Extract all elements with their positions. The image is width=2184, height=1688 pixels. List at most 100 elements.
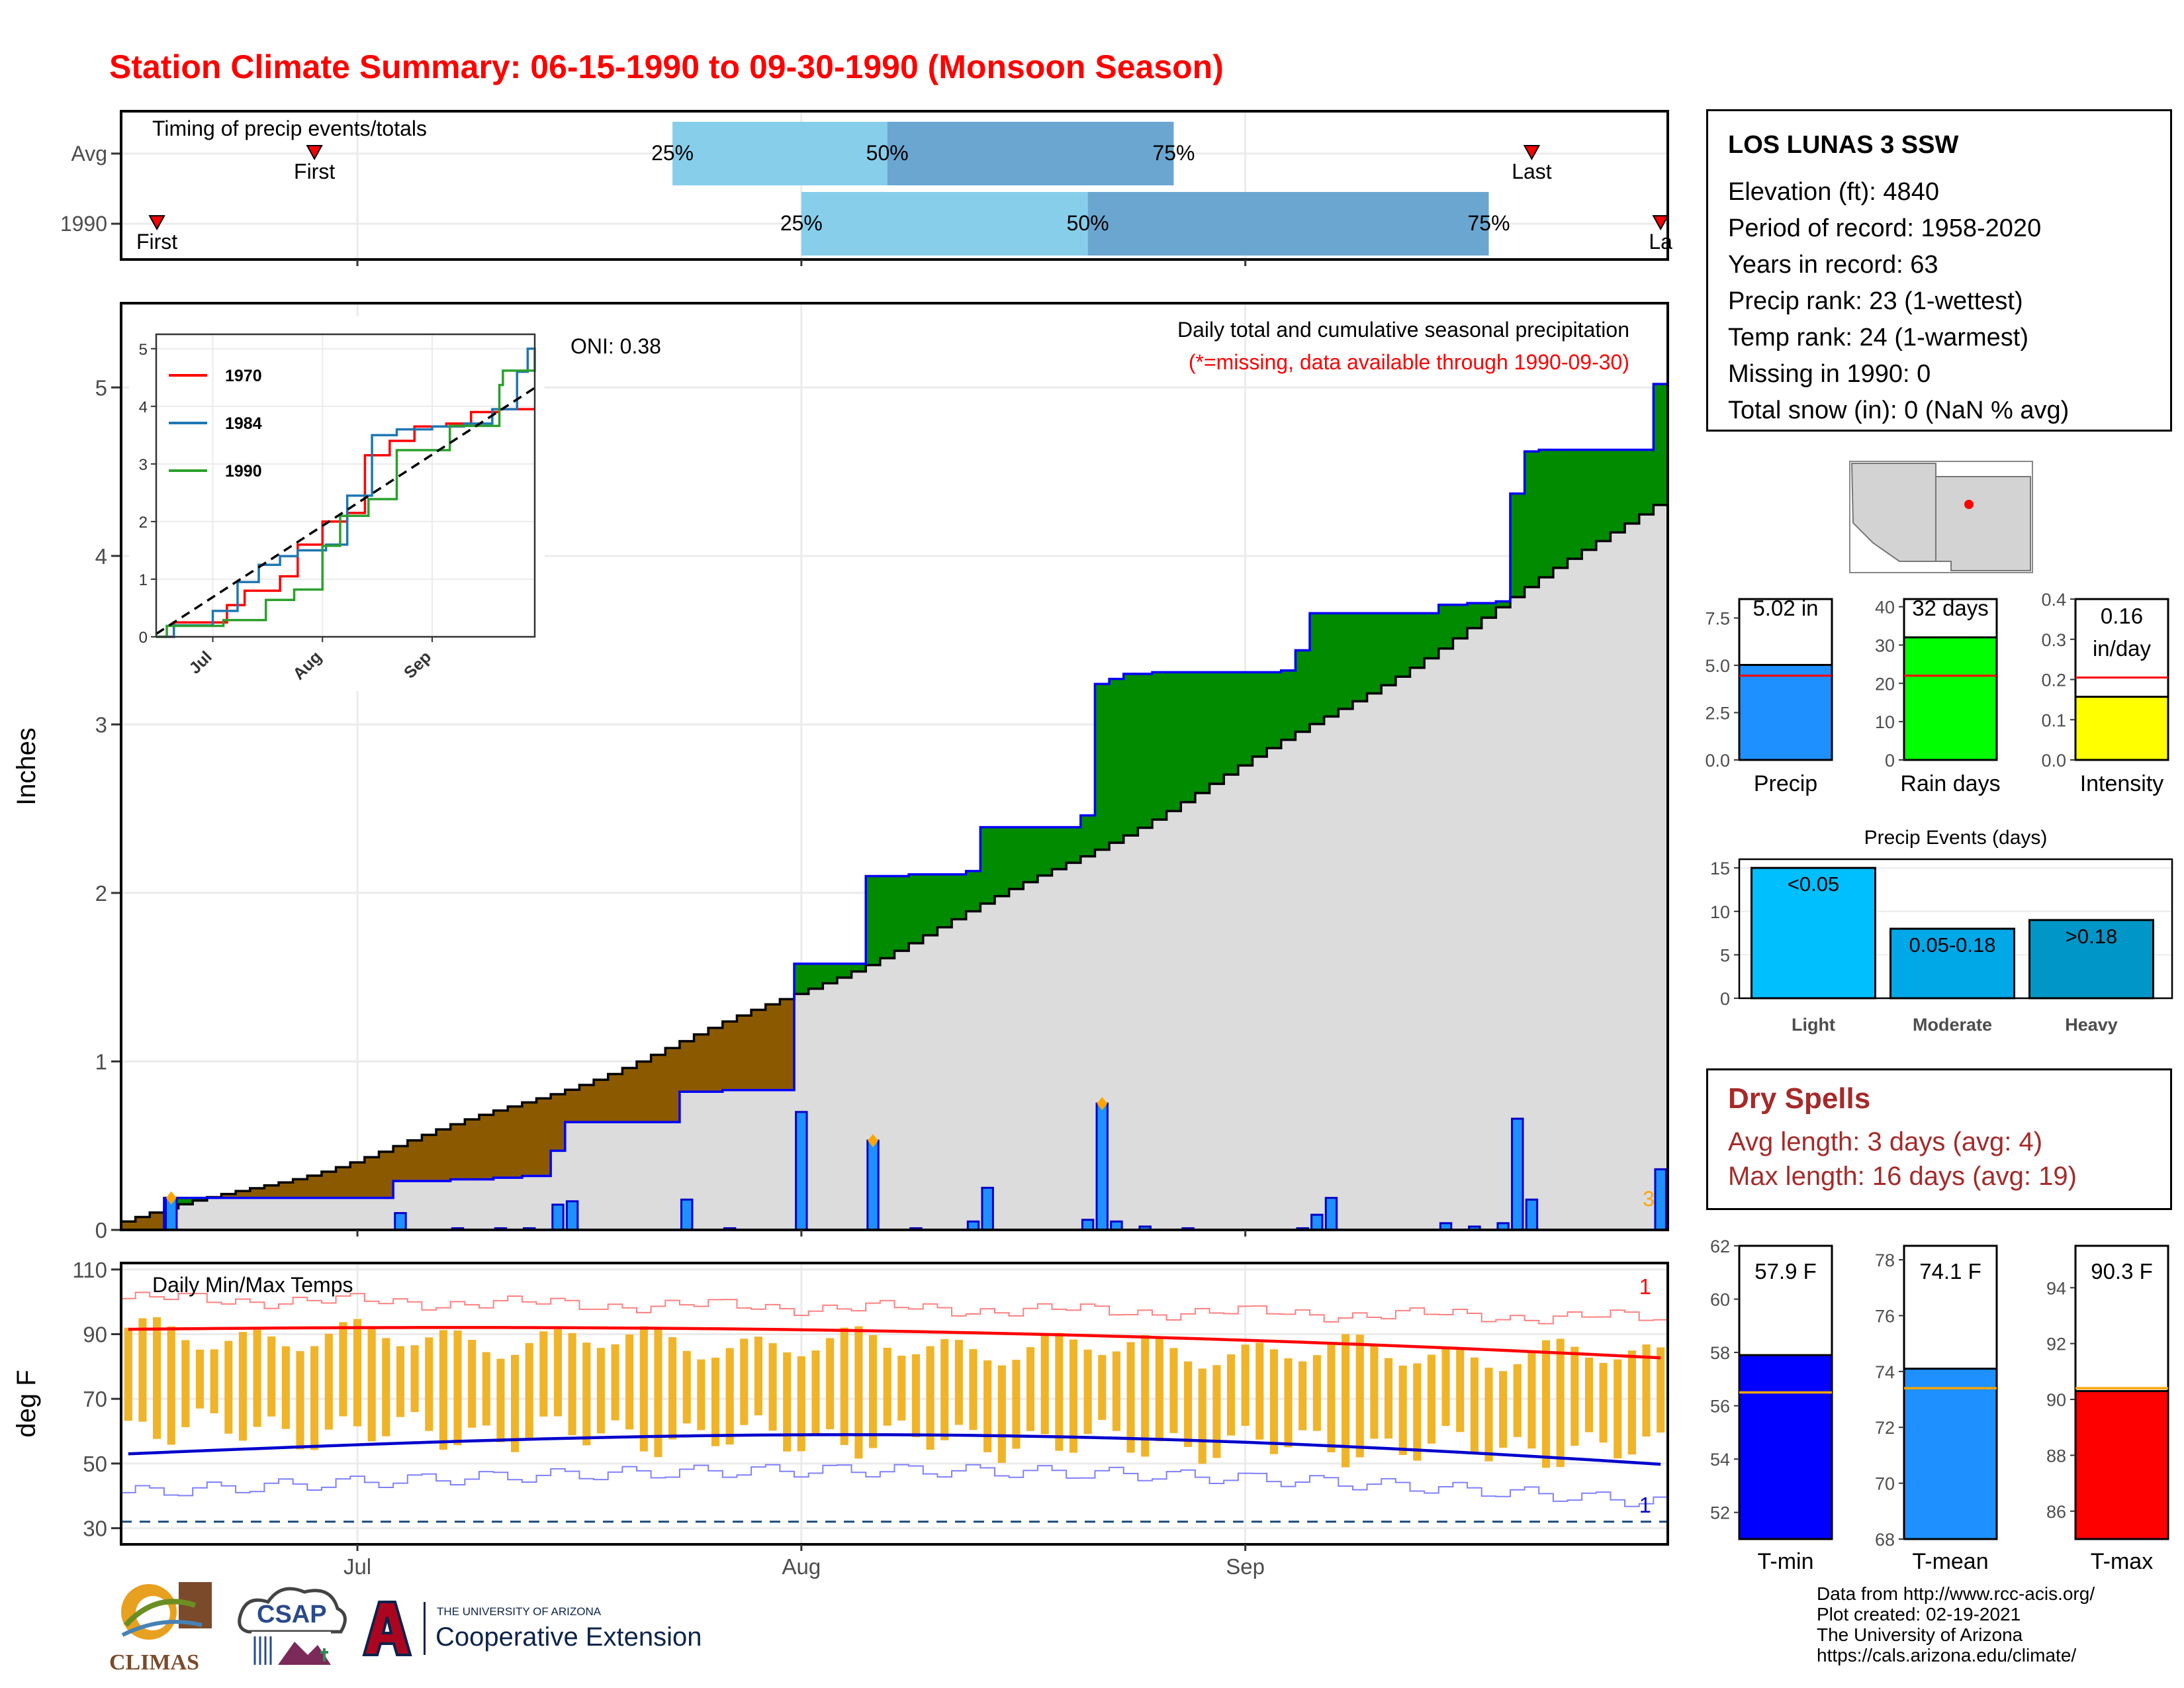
deficit-area [407,1140,423,1182]
temp-ytick-label: 90 [83,1322,107,1346]
precip-ytick-label: 5 [95,375,107,400]
inset-legend-label: 1984 [225,414,262,433]
daily-temp-bar [1126,1342,1135,1453]
station-elevation: Elevation (ft): 4840 [1728,178,1939,206]
temp-gauge-ytick-label: 72 [1875,1418,1895,1438]
daily-temp-bar [1069,1339,1078,1453]
daily-temp-bar [181,1340,190,1428]
cumulative-base-area [422,1181,437,1230]
events-panel-border [1738,858,2173,1000]
gauge-ytick-label: 30 [1875,635,1895,655]
daily-temp-bar [324,1333,333,1430]
station-name: LOS LUNAS 3 SSW [1728,131,1959,159]
daily-temp-bar [911,1354,921,1438]
temp-gauge-ytick-label: 58 [1710,1343,1730,1363]
x-axis-tick-label: Jul [343,1554,371,1579]
daily-temp-bar [596,1348,605,1434]
temp-gauge-ytick-label: 74 [1875,1362,1895,1382]
daily-temp-bar [1642,1344,1651,1437]
timing-pct-label: 25% [780,211,823,235]
surplus-area [851,963,866,972]
gauge-value-label: 32 days [1912,596,1989,620]
daily-temp-bar [238,1332,247,1441]
cumulative-base-area [722,1090,738,1230]
daily-precip-bar [680,1198,694,1231]
cumulative-base-area [1295,731,1310,1230]
deficit-area [393,1146,408,1182]
daily-temp-bar [410,1345,419,1413]
daily-temp-bar [511,1354,520,1452]
cumulative-base-area [1310,724,1325,1230]
daily-temp-bar [1599,1362,1608,1443]
daily-temp-bar [1298,1361,1307,1430]
gauge-ytick-label: 40 [1875,598,1895,618]
cumulative-base-area [937,927,952,1230]
daily-temp-bar [195,1349,205,1409]
daily-temp-bar [1614,1359,1622,1459]
daily-temp-bar [568,1333,576,1436]
cumulative-base-area [923,935,938,1230]
cumulative-base-area [1395,677,1411,1230]
record-high-line [121,1291,1668,1325]
temp-gauge-ytick-label: 56 [1710,1397,1730,1417]
events-category-label: Moderate [1913,1015,1992,1035]
cumulative-base-area [1467,628,1482,1230]
daily-temp-bar [1083,1349,1092,1434]
gauge-ytick-label: 0.2 [2041,671,2066,690]
precip-ytick-label: 1 [95,1049,107,1074]
surplus-area [1267,672,1282,749]
gauge-bar [1903,636,1998,761]
cumulative-base-area [608,1122,623,1230]
daily-temp-bar [296,1351,304,1450]
cumulative-base-area [780,1090,795,1230]
temp-gauge-ytick-label: 68 [1875,1530,1895,1550]
deficit-area [637,1061,652,1123]
max-precip-marker [1097,1097,1108,1111]
surplus-area [193,1197,208,1201]
cumulative-base-area [1138,827,1153,1230]
cumulative-base-area [837,977,852,1230]
cumulative-base-area [1553,567,1569,1230]
daily-temp-bar [1284,1358,1293,1448]
deficit-area [150,1212,165,1230]
timing-bar-50-75 [887,122,1174,185]
deficit-area [307,1175,322,1198]
precip-ytick-label: 4 [95,544,107,569]
record-high-count: 1 [1639,1274,1651,1299]
cumulative-base-area [1639,514,1654,1230]
timing-pct-label: 25% [651,141,694,165]
daily-temp-bar [697,1359,705,1430]
cumulative-base-area [493,1178,508,1230]
surplus-area [1195,672,1210,794]
deficit-area [579,1084,594,1123]
deficit-area [765,1004,780,1090]
cumulative-base-area [751,1090,766,1230]
daily-precip-bar [866,1139,880,1231]
inset-ytick-label: 5 [139,341,148,359]
inset-ytick-label: 0 [139,629,148,647]
station-location-marker [1964,500,1974,509]
gauge-ytick-label: 0.4 [2041,590,2066,610]
cumulative-base-area [1023,882,1038,1230]
deficit-area [264,1185,279,1198]
temp-gauge-value-label: 90.3 F [2091,1259,2153,1284]
cumulative-base-area [694,1092,709,1230]
cumulative-base-area [1009,888,1024,1230]
surplus-area [1109,679,1124,843]
daily-temp-bar [1141,1335,1150,1457]
daily-precip-bar [1525,1198,1539,1231]
deficit-area [450,1124,465,1180]
first-event-label: First [136,230,177,254]
precip-ytick-label: 3 [95,712,107,737]
events-bar-label: 0.05-0.18 [1909,933,1996,957]
daily-temp-bar [582,1342,591,1446]
cumulative-base-area [1582,549,1597,1230]
daily-temp-bar [1255,1342,1264,1440]
surplus-area [1310,613,1325,724]
daily-temp-bar [740,1338,749,1425]
temp-panel-title: Daily Min/Max Temps [152,1273,353,1297]
cumulative-base-area [952,919,967,1230]
daily-temp-bar [1355,1335,1364,1458]
daily-temp-bar [1198,1368,1206,1464]
